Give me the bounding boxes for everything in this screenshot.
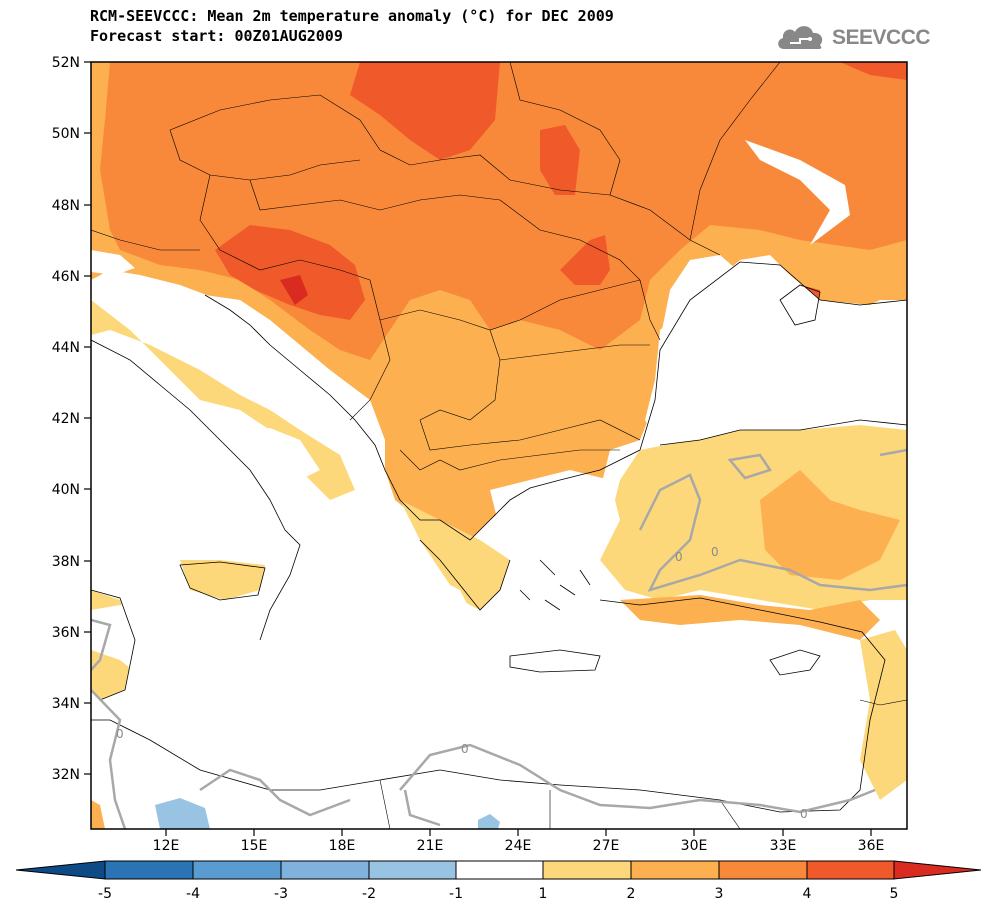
legend-tick-label: -4 [186, 886, 200, 902]
legend-tick-label: -3 [274, 886, 288, 902]
lat-tick-label: 48N [52, 198, 80, 214]
map-plot-area [91, 62, 907, 829]
anomaly-region-below-1-alps [91, 250, 135, 275]
anomaly-region-neg-libya [155, 798, 210, 829]
lon-tick-label: 12E [153, 838, 180, 854]
legend-arrow-low [15, 860, 106, 880]
anomaly-region-below-1-italy [230, 428, 320, 480]
anomaly-region-1-2-south-turkey [620, 595, 880, 640]
legend-swatch [455, 860, 544, 880]
lat-tick-label: 32N [52, 767, 80, 783]
lat-tick-label: 44N [52, 340, 80, 356]
anomaly-region-4-5-ne [840, 62, 907, 80]
anomaly-region-below-1-ukraine [745, 140, 850, 245]
logo-text: SEEVCCC [832, 26, 931, 49]
contour-label: 0 [461, 742, 469, 756]
anomaly-region-1-2-sicily [180, 560, 265, 600]
lat-tick-label: 34N [52, 696, 80, 712]
lon-tick-label: 21E [417, 838, 444, 854]
legend-tick-label: 5 [890, 886, 899, 902]
latitude-axis: 52N 50N 48N 46N 44N 42N 40N 38N 36N 34N … [52, 55, 80, 783]
anomaly-region-4-5-ukraine [540, 125, 580, 195]
legend-tick-label: 2 [627, 886, 636, 902]
lat-tick-label: 38N [52, 554, 80, 570]
cloud-icon [778, 26, 823, 49]
aegean-sea [490, 470, 620, 620]
legend-swatch [806, 860, 895, 880]
lat-tick-label: 40N [52, 482, 80, 498]
logo: SEEVCCC [776, 22, 931, 54]
legend-colorbar [15, 860, 982, 880]
anomaly-region-4-5-north [350, 62, 500, 160]
lon-tick-label: 15E [241, 838, 268, 854]
map-title: RCM-SEEVCCC: Mean 2m temperature anomaly… [90, 6, 614, 46]
anomaly-region-2-3-turkey [760, 470, 900, 580]
lat-tick-label: 46N [52, 269, 80, 285]
contour-label: 0 [711, 545, 719, 559]
legend-swatch [104, 860, 194, 880]
anomaly-region-neg-egypt [478, 814, 500, 829]
anomaly-region-1-2-levant [860, 630, 907, 800]
map-frame [90, 61, 908, 830]
legend-tick-label: -2 [362, 886, 376, 902]
legend-tick-label: 4 [803, 886, 812, 902]
adriatic-sea [205, 295, 385, 470]
lon-tick-label: 18E [329, 838, 356, 854]
title-line-1: RCM-SEEVCCC: Mean 2m temperature anomaly… [90, 7, 614, 25]
title-line-2: Forecast start: 00Z01AUG2009 [90, 27, 343, 45]
legend-ticks: -5 -4 -3 -2 -1 1 2 3 4 5 [98, 886, 898, 902]
legend-swatch [192, 860, 282, 880]
legend-swatch [280, 860, 370, 880]
legend-swatch [542, 860, 632, 880]
lon-tick-label: 24E [505, 838, 532, 854]
anomaly-region-1-2-greece [400, 500, 510, 610]
legend-tick-label: 3 [715, 886, 724, 902]
legend-swatch [718, 860, 808, 880]
contour-label: 0 [116, 727, 124, 741]
legend-tick-label: -5 [98, 886, 112, 902]
legend-tick-label: -1 [449, 886, 463, 902]
anomaly-region-4-5-romania [560, 235, 610, 285]
contour-label: 0 [675, 550, 683, 564]
lon-tick-label: 30E [681, 838, 708, 854]
legend-swatch [630, 860, 720, 880]
lon-tick-label: 36E [858, 838, 885, 854]
legend-swatch [368, 860, 457, 880]
anomaly-region-2-3-africa-west [91, 800, 105, 829]
zero-contours [91, 448, 907, 829]
lat-tick-label: 42N [52, 411, 80, 427]
lat-tick-label: 36N [52, 625, 80, 641]
lat-tick-label: 52N [52, 55, 80, 71]
lon-tick-label: 27E [593, 838, 620, 854]
lat-ticks [84, 61, 91, 775]
anomaly-region-4-5-alps [215, 225, 365, 320]
lon-tick-label: 33E [770, 838, 797, 854]
country-borders [91, 62, 907, 829]
legend-arrow-high [893, 860, 982, 880]
lat-tick-label: 50N [52, 126, 80, 142]
legend-tick-label: 1 [539, 886, 548, 902]
tyrrhenian-sea [91, 400, 280, 580]
anomaly-region-5-plus [280, 275, 308, 305]
lon-ticks [165, 829, 872, 836]
contour-label: 0 [800, 807, 808, 821]
longitude-axis: 12E 15E 18E 21E 24E 27E 30E 33E 36E [153, 838, 885, 854]
mediterranean-sea [91, 570, 862, 800]
